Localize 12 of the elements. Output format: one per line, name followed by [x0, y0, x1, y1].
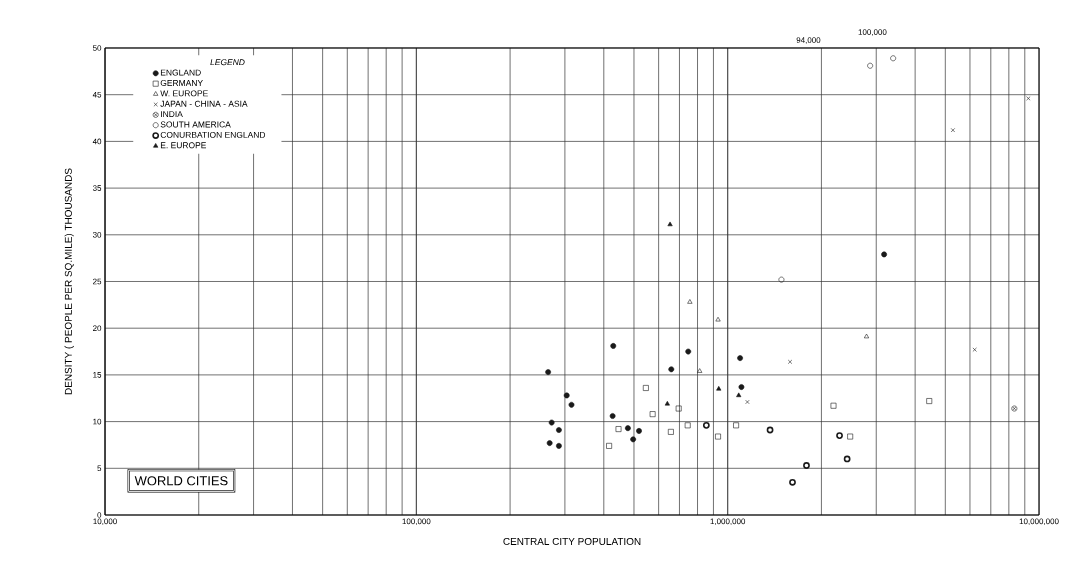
legend-label: E. EUROPE	[160, 142, 207, 149]
y-axis-title: DENSITY ( PEOPLE PER SQ.MILE) THOUSANDS	[64, 168, 74, 395]
text: WORLD CITIES	[134, 476, 228, 486]
legend-label: SOUTH AMERICA	[160, 121, 231, 128]
legend-label: ENGLAND	[160, 69, 201, 76]
legend-label: CONURBATION ENGLAND	[160, 131, 266, 138]
legend-label: W. EUROPE	[160, 90, 208, 97]
legend-label: JAPAN - CHINA - ASIA	[160, 100, 248, 107]
x-axis-title: CENTRAL CITY POPULATION	[503, 537, 641, 545]
legend-title: LEGEND	[210, 59, 245, 66]
legend-label: INDIA	[161, 111, 183, 117]
legend-label: GERMANY	[160, 79, 203, 86]
